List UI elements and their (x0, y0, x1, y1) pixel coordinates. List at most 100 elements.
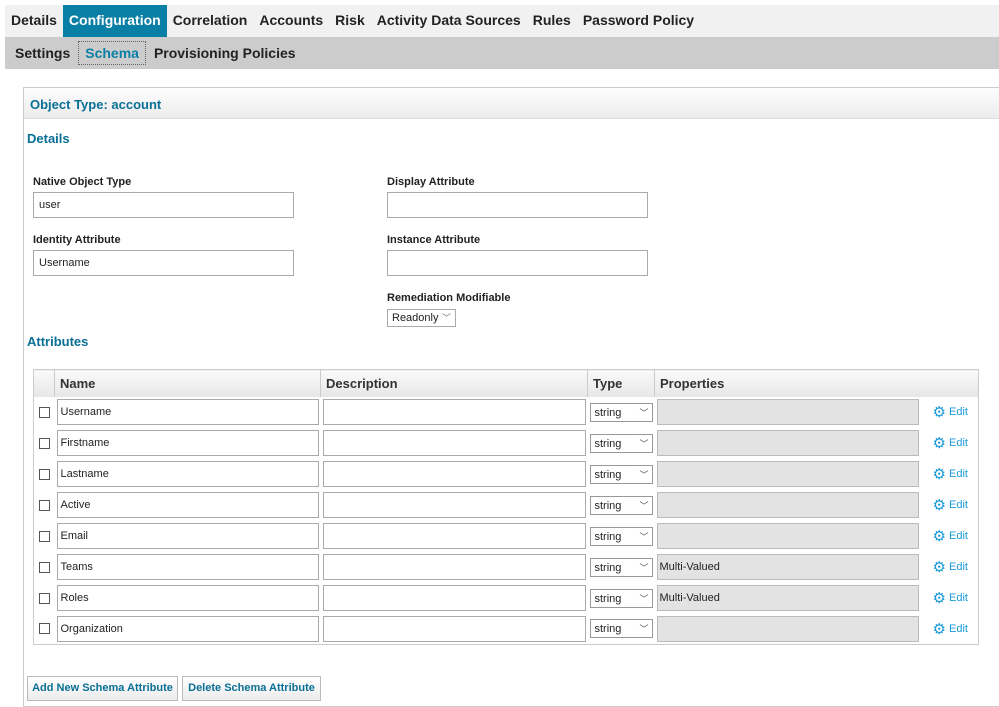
attribute-name-input[interactable]: Username (56, 399, 319, 425)
edit-label: Edit (949, 592, 968, 604)
name-cell: Teams (55, 552, 321, 583)
row-checkbox[interactable] (39, 437, 50, 449)
description-cell (321, 614, 588, 645)
chevron-down-icon: ﹀ (639, 407, 649, 418)
attribute-type-select[interactable]: string ﹀ (589, 557, 653, 577)
attribute-type-select[interactable]: string ﹀ (589, 464, 653, 484)
edit-cell: ⚙ Edit (921, 459, 979, 490)
delete-schema-attribute-button[interactable]: Delete Schema Attribute (182, 676, 321, 701)
gear-icon: ⚙ (932, 559, 946, 576)
attribute-name-input[interactable]: Firstname (56, 430, 319, 456)
attribute-name-input[interactable]: Email (56, 523, 319, 549)
edit-cell: ⚙ Edit (921, 614, 979, 645)
gear-icon: ⚙ (932, 620, 946, 638)
attributes-heading: Attributes (27, 334, 89, 349)
native-object-type-input[interactable]: user (33, 192, 294, 218)
type-value: string (594, 592, 622, 605)
instance-attribute-input[interactable] (387, 250, 648, 276)
add-schema-attribute-button[interactable]: Add New Schema Attribute (27, 676, 178, 701)
edit-link[interactable]: ⚙ Edit (933, 528, 968, 545)
attribute-description-input[interactable] (322, 585, 586, 611)
subtab-provisioning-policies[interactable]: Provisioning Policies (153, 45, 296, 61)
tab-activity-data-sources[interactable]: Activity Data Sources (376, 12, 521, 28)
identity-attribute-input[interactable]: Username (33, 250, 294, 276)
tab-configuration[interactable]: Configuration (62, 5, 167, 37)
attribute-description-input[interactable] (322, 399, 586, 425)
name-cell: Roles (55, 583, 321, 614)
edit-link[interactable]: ⚙ Edit (932, 559, 968, 576)
tab-rules[interactable]: Rules (532, 12, 571, 28)
edit-label: Edit (949, 561, 968, 573)
attribute-type-select[interactable]: string ﹀ (589, 495, 653, 515)
attribute-description-input[interactable] (322, 430, 586, 456)
attribute-name-input[interactable]: Roles (56, 585, 319, 611)
name-cell: Email (55, 521, 321, 552)
type-cell: string ﹀ (588, 397, 655, 428)
attribute-name-input[interactable]: Organization (56, 615, 319, 642)
attribute-description-input[interactable] (322, 461, 586, 487)
main-tabs: Details Configuration Correlation Accounts R… (5, 5, 999, 37)
edit-link[interactable]: ⚙ Edit (933, 404, 968, 421)
row-checkbox[interactable] (39, 406, 50, 418)
subtab-settings[interactable]: Settings (15, 45, 71, 61)
edit-label: Edit (949, 437, 968, 449)
name-cell: Organization (55, 614, 321, 645)
table-row: Teams string ﹀ Multi-Valued ⚙ Edit (34, 552, 979, 583)
row-checkbox[interactable] (39, 530, 50, 542)
table-row: Active string ﹀ ⚙ Edit (34, 490, 979, 521)
attribute-type-select[interactable]: string ﹀ (589, 588, 653, 608)
select-cell (34, 428, 55, 459)
tab-details[interactable]: Details (11, 12, 57, 28)
attribute-type-select[interactable]: string ﹀ (589, 619, 653, 639)
row-checkbox[interactable] (39, 499, 50, 511)
row-checkbox[interactable] (39, 561, 50, 573)
column-properties: Properties (654, 369, 979, 397)
edit-link[interactable]: ⚙ Edit (933, 466, 968, 483)
edit-link[interactable]: ⚙ Edit (932, 590, 968, 607)
edit-link[interactable]: ⚙ Edit (932, 497, 968, 514)
properties-cell (655, 614, 921, 645)
name-cell: Firstname (55, 428, 321, 459)
attribute-name-input[interactable]: Teams (56, 554, 319, 580)
display-attribute-input[interactable] (387, 192, 648, 218)
attribute-type-select[interactable]: string ﹀ (589, 526, 653, 546)
tab-password-policy[interactable]: Password Policy (582, 12, 695, 28)
instance-attribute-label: Instance Attribute (387, 234, 481, 246)
gear-icon: ⚙ (932, 590, 946, 607)
attribute-properties-field (656, 492, 919, 518)
attribute-description-input[interactable] (322, 615, 586, 642)
properties-cell (655, 459, 921, 490)
row-checkbox[interactable] (39, 592, 50, 604)
tab-accounts[interactable]: Accounts (259, 12, 324, 28)
type-value: string (594, 468, 622, 481)
chevron-down-icon: ﹀ (639, 469, 649, 480)
chevron-down-icon: ﹀ (639, 562, 649, 573)
edit-label: Edit (949, 406, 968, 418)
select-cell (34, 614, 55, 645)
row-checkbox[interactable] (39, 468, 50, 480)
table-row: Username string ﹀ ⚙ Edit (34, 397, 979, 428)
attribute-properties-field (656, 399, 919, 425)
attribute-description-input[interactable] (322, 492, 586, 518)
remediation-modifiable-select[interactable]: Readonly ﹀ (387, 309, 456, 327)
attribute-name-input[interactable]: Lastname (56, 461, 319, 487)
row-checkbox[interactable] (39, 623, 50, 635)
attribute-type-select[interactable]: string ﹀ (589, 433, 653, 453)
tab-risk[interactable]: Risk (335, 12, 365, 28)
attribute-name-input[interactable]: Active (56, 492, 319, 518)
gear-icon: ⚙ (932, 497, 946, 514)
remediation-value: Readonly (392, 312, 439, 324)
edit-link[interactable]: ⚙ Edit (932, 620, 968, 638)
object-type-panel: Object Type: account (23, 87, 999, 707)
select-cell (34, 490, 55, 521)
attribute-description-input[interactable] (322, 523, 586, 549)
attribute-description-input[interactable] (322, 554, 586, 580)
tab-correlation[interactable]: Correlation (172, 12, 248, 28)
type-cell: string ﹀ (588, 428, 655, 459)
attribute-type-select[interactable]: string ﹀ (589, 402, 653, 422)
edit-cell: ⚙ Edit (921, 552, 979, 583)
description-cell (321, 521, 588, 552)
subtab-schema[interactable]: Schema (78, 41, 146, 65)
chevron-down-icon: ﹀ (639, 500, 649, 511)
edit-link[interactable]: ⚙ Edit (933, 435, 968, 452)
